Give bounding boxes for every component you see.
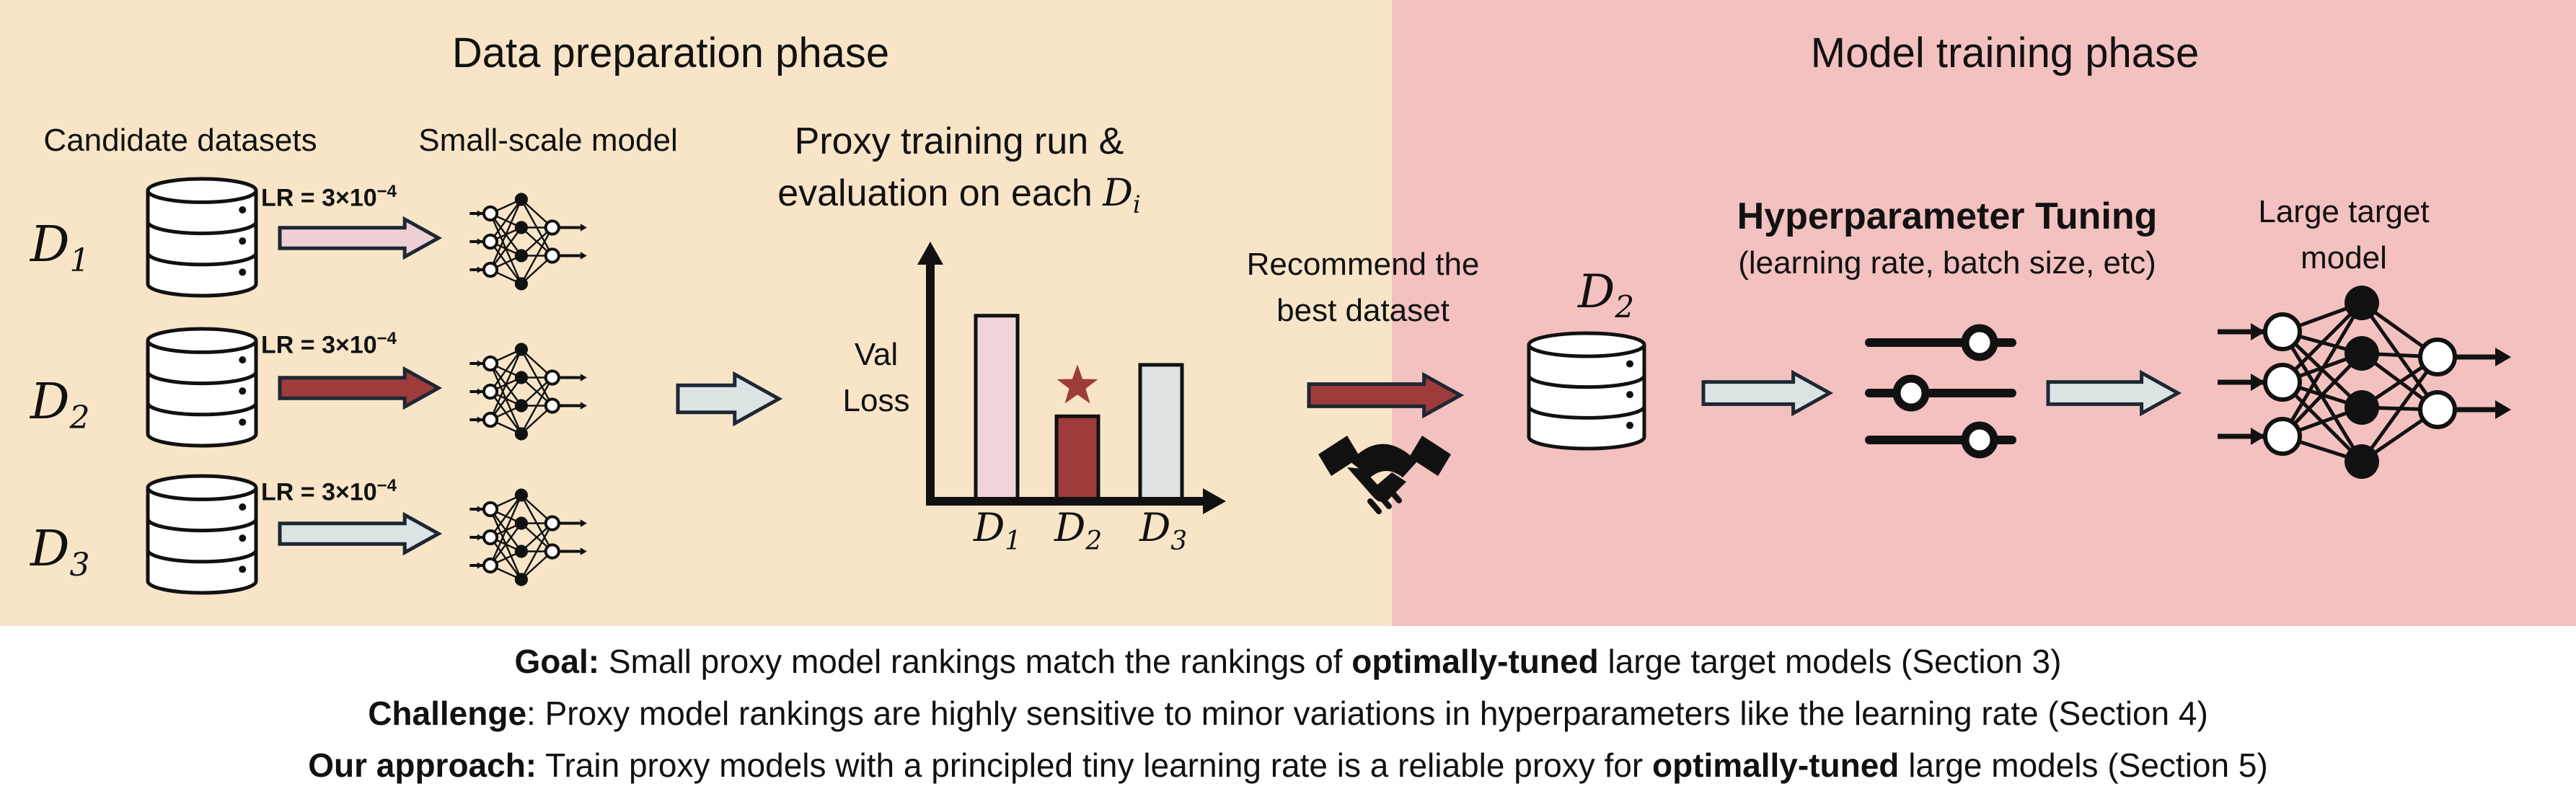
- selected-dataset-label: D2: [1578, 265, 1635, 325]
- val-loss-label: Val Loss: [842, 337, 910, 418]
- handshake-icon: [1318, 436, 1451, 514]
- x-tick-d3: D3: [1139, 505, 1188, 556]
- caption-approach: Our approach: Train proxy models with a …: [308, 746, 2268, 784]
- hyperparameter-tuning-subtitle: (learning rate, batch size, etc): [1738, 245, 2156, 281]
- sliders-icon: [1865, 324, 2016, 459]
- dataset-label-d3: D3: [30, 521, 90, 583]
- bar-d1: [974, 314, 1020, 503]
- arrow-to-proxy: [676, 371, 783, 427]
- caption-goal: Goal: Small proxy model rankings match t…: [514, 643, 2062, 680]
- arrow-d2: [278, 366, 443, 410]
- x-tick-d1: D1: [974, 505, 1022, 556]
- arrow-to-target: [2046, 369, 2182, 417]
- recommend-label: Recommend the best dataset: [1246, 247, 1480, 328]
- database-icon-d3: [146, 474, 258, 595]
- x-tick-d2: D2: [1054, 505, 1103, 556]
- database-icon-selected: [1527, 331, 1646, 451]
- small-network-icon-1: [469, 193, 587, 291]
- database-icon-d2: [146, 327, 258, 448]
- best-star-icon: [1057, 364, 1098, 404]
- arrow-d3: [278, 511, 443, 556]
- large-target-model-label: Large target model: [2258, 194, 2430, 276]
- model-training-title: Model training phase: [1810, 30, 2200, 76]
- small-network-icon-2: [469, 343, 587, 441]
- learning-rate-label-3: LR = 3×10−4: [261, 476, 397, 506]
- y-axis-arrowhead: [917, 242, 943, 265]
- learning-rate-label-1: LR = 3×10−4: [261, 182, 397, 212]
- large-network-icon: [2218, 286, 2511, 479]
- arrow-to-tuning: [1701, 369, 1834, 417]
- candidate-datasets-label: Candidate datasets: [43, 123, 317, 158]
- proxy-run-title: Proxy training run & evaluation on each …: [777, 120, 1141, 219]
- caption-challenge: Challenge: Proxy model rankings are high…: [368, 695, 2208, 732]
- data-preparation-title: Data preparation phase: [451, 30, 890, 76]
- dataset-label-d2: D2: [30, 374, 90, 436]
- small-scale-model-label: Small-scale model: [418, 123, 678, 158]
- x-axis-arrowhead: [1203, 488, 1226, 514]
- small-network-icon-3: [469, 488, 587, 586]
- hyperparameter-tuning-title: Hyperparameter Tuning: [1737, 195, 2158, 237]
- bar-d3: [1138, 363, 1184, 503]
- learning-rate-label-2: LR = 3×10−4: [261, 329, 397, 359]
- bar-d2: [1054, 414, 1100, 503]
- arrow-d1: [278, 216, 443, 260]
- recommend-arrow: [1307, 371, 1465, 419]
- dataset-label-d1: D1: [30, 216, 90, 279]
- database-icon-d1: [146, 177, 258, 298]
